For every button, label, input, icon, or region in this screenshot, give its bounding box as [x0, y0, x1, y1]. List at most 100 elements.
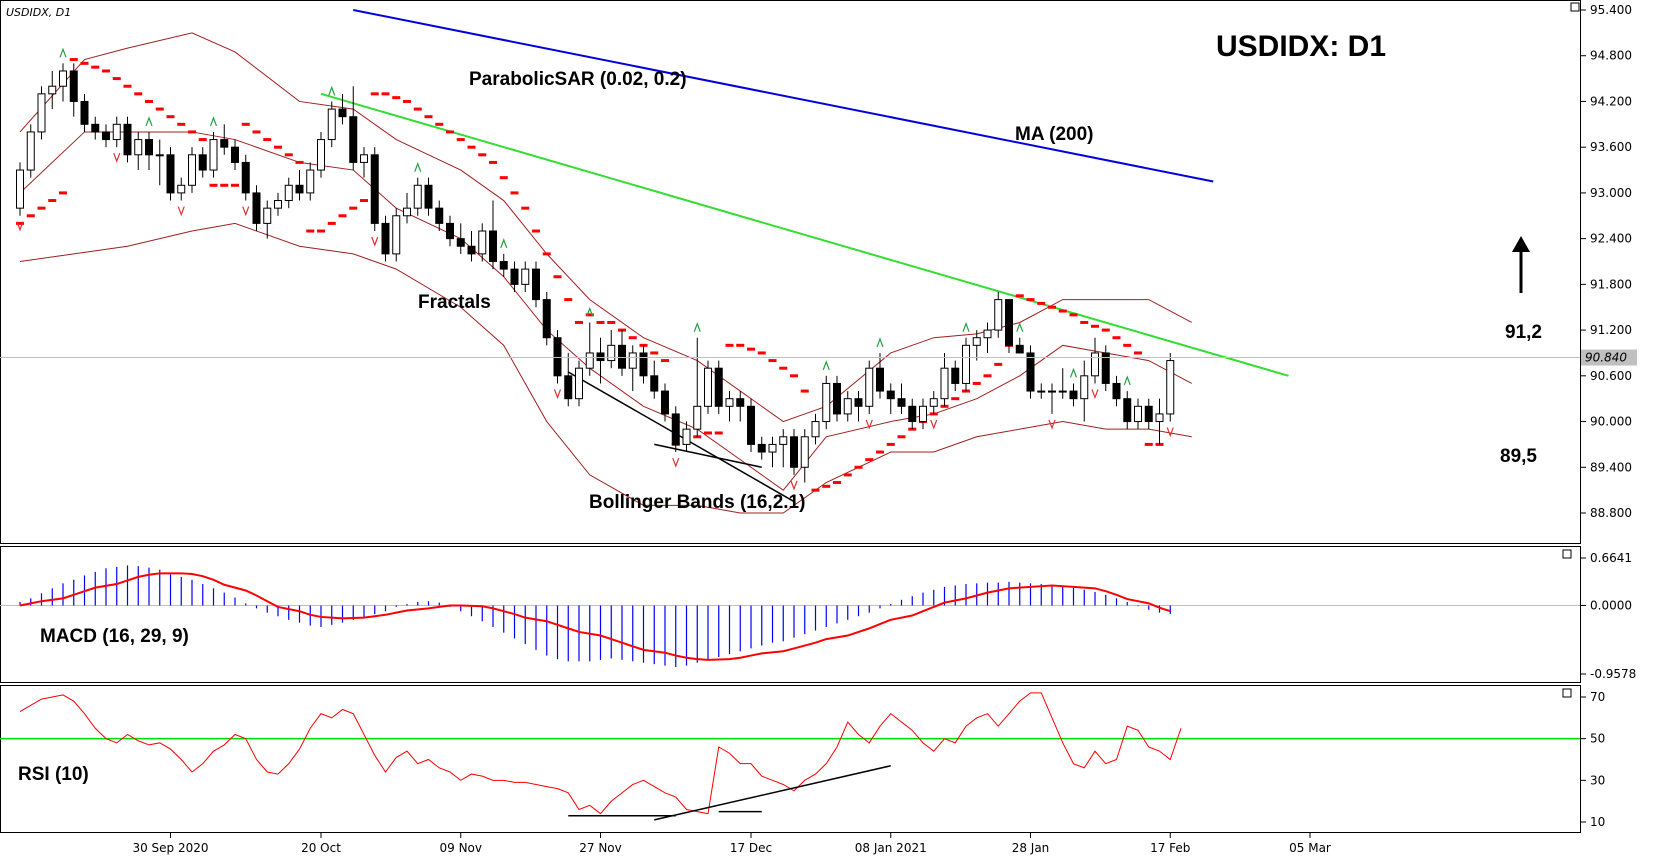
candle — [295, 170, 304, 201]
candle — [811, 413, 820, 445]
sar-point — [467, 145, 476, 149]
sar-point — [306, 229, 315, 233]
bull-candle-body — [209, 139, 218, 171]
candle — [521, 261, 530, 292]
rsi-panel-close-button[interactable] — [1562, 688, 1572, 698]
sar-point — [714, 431, 723, 435]
bear-candle-body — [349, 116, 358, 163]
candle — [596, 337, 605, 384]
sar-point — [811, 488, 820, 492]
candle — [198, 147, 207, 178]
candle — [69, 63, 78, 117]
date-tick-label: 30 Sep 2020 — [132, 841, 208, 855]
candle — [241, 154, 250, 201]
sar-point — [972, 381, 981, 385]
candle — [661, 383, 669, 422]
sar-point — [241, 122, 250, 126]
bear-candle-body — [639, 352, 648, 377]
candle — [188, 147, 196, 193]
macd-axis: 0.6641 0.0000 -0.9578 — [1580, 551, 1636, 681]
ma200-line — [353, 9, 1214, 183]
fractal-up-icon — [876, 337, 884, 348]
sar-point — [446, 130, 454, 134]
sar-point — [575, 320, 583, 324]
candle — [768, 436, 777, 468]
candle — [757, 436, 766, 460]
fractal-down-icon — [553, 389, 562, 400]
sar-point — [983, 374, 992, 378]
bull-candle-body — [725, 398, 734, 407]
sar-point — [499, 176, 508, 180]
sar-point — [145, 99, 153, 103]
bear-candle-body — [123, 123, 132, 156]
candle — [91, 116, 100, 140]
sar-point — [876, 450, 884, 454]
bull-candle-body — [177, 184, 186, 194]
candle — [392, 208, 401, 262]
fractal-up-icon — [328, 85, 336, 96]
sar-point — [650, 351, 659, 355]
bear-candle-body — [661, 390, 669, 415]
candle — [564, 352, 573, 407]
candle — [306, 162, 315, 201]
date-tick-label: 09 Nov — [439, 841, 482, 855]
candle — [489, 200, 497, 270]
sar-point — [155, 107, 164, 111]
bollinger-lower-band — [19, 222, 1192, 514]
sar-point — [1134, 351, 1142, 355]
sar-point — [886, 442, 895, 446]
fractal-up-icon — [822, 360, 830, 371]
price-tick-label: 91.200 — [1590, 323, 1632, 337]
rsi-indicator — [0, 692, 1580, 821]
current-price-box — [1581, 349, 1637, 366]
bear-candle-body — [1123, 398, 1132, 423]
sar-point — [134, 92, 143, 96]
sar-point — [779, 366, 788, 370]
sar-point — [1123, 343, 1132, 347]
fractal-down-icon — [16, 221, 24, 232]
sar-point — [510, 191, 519, 195]
candle — [16, 162, 24, 216]
candle — [263, 200, 272, 239]
fractal-down-icon — [1048, 419, 1056, 430]
bear-candle-body — [854, 398, 863, 407]
bear-candle-body — [456, 238, 465, 247]
fractals — [16, 47, 1174, 491]
bull-candle-body — [1058, 390, 1067, 393]
sar-point — [37, 206, 46, 210]
candle — [639, 345, 648, 384]
rsi-axis: 70 50 30 10 — [1580, 690, 1605, 829]
date-tick-label: 28 Jan — [1012, 841, 1050, 855]
candle — [790, 429, 798, 475]
bull-candle-body — [585, 352, 594, 369]
candle — [220, 124, 229, 155]
sar-point — [564, 298, 573, 302]
candle — [478, 223, 487, 262]
bear-candle-body — [295, 184, 304, 194]
bear-candle-body — [435, 207, 444, 224]
macd-panel-close-button[interactable] — [1562, 549, 1572, 559]
bull-candle-body — [1166, 360, 1175, 415]
sar-point — [607, 320, 616, 324]
bear-candle-body — [1144, 405, 1153, 423]
bull-candle-body — [112, 123, 121, 141]
candle — [929, 391, 938, 414]
bull-candle-body — [59, 70, 67, 87]
sar-point — [188, 130, 196, 134]
bear-candle-body — [69, 70, 78, 102]
macd-tick-label: -0.9578 — [1590, 667, 1636, 681]
bear-candle-body — [618, 344, 626, 369]
candle — [209, 131, 218, 178]
sar-point — [790, 374, 798, 378]
price-tick-label: 90.600 — [1590, 369, 1632, 383]
bear-candle-body — [102, 131, 110, 141]
main-panel-scroll-button[interactable] — [1570, 2, 1580, 12]
candle — [59, 63, 67, 102]
candle — [360, 147, 368, 178]
candlesticks — [16, 63, 1175, 483]
candle — [1091, 337, 1099, 384]
bull-candle-body — [26, 131, 35, 171]
candle — [833, 375, 841, 422]
sar-point — [1112, 336, 1121, 340]
sar-point — [338, 214, 347, 218]
